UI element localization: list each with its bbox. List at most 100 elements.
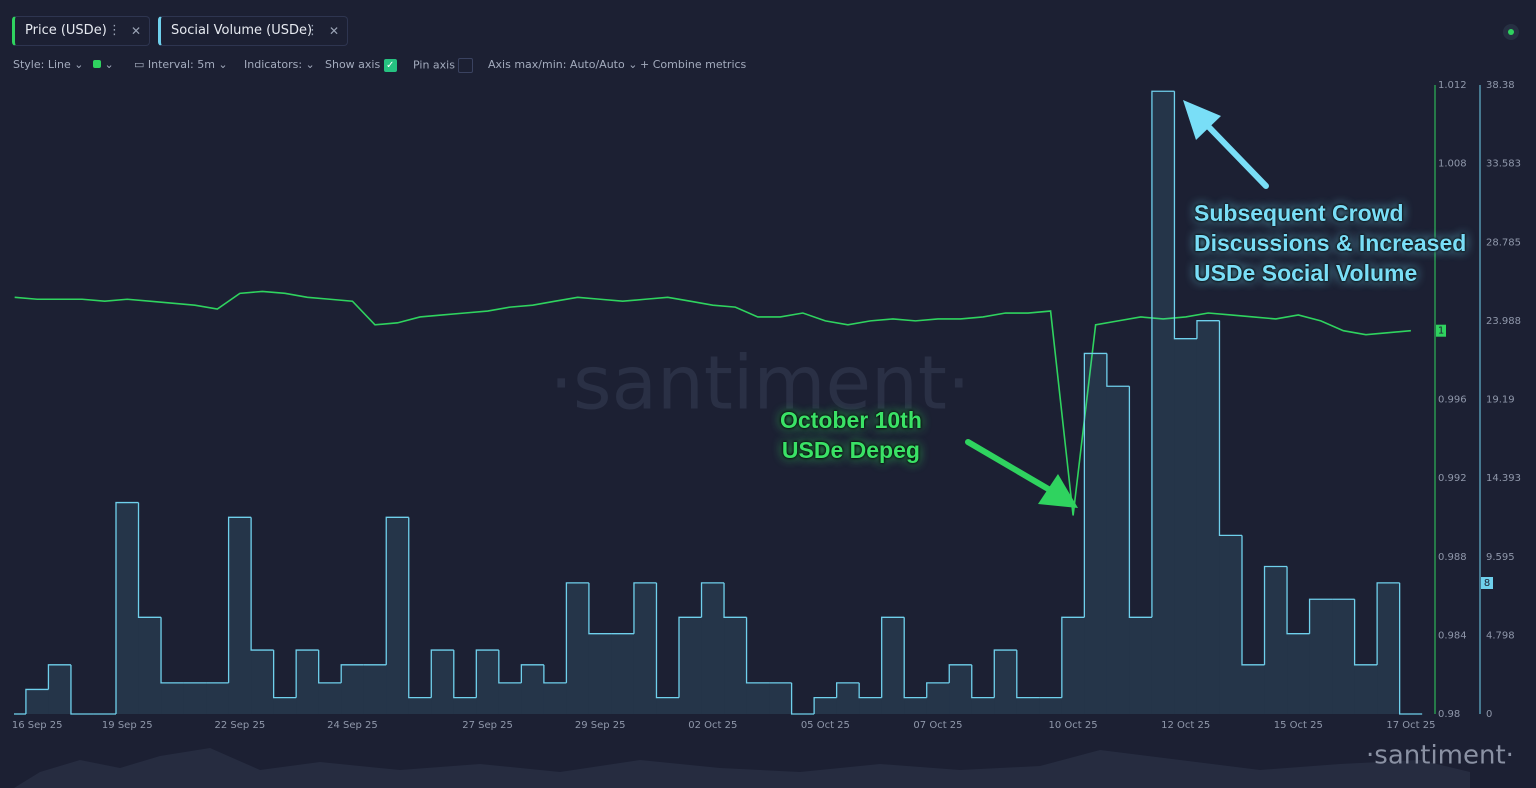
volume-step bbox=[588, 582, 612, 635]
volume-area bbox=[611, 633, 634, 714]
y2-tick-label: 19.19 bbox=[1486, 395, 1515, 406]
y2-tick-label: 9.595 bbox=[1486, 552, 1515, 563]
volume-area bbox=[1332, 599, 1355, 714]
interval-select[interactable]: ▭ Interval: 5m ⌄ bbox=[134, 58, 228, 71]
volume-area bbox=[521, 664, 544, 714]
volume-step bbox=[430, 649, 454, 698]
volume-area bbox=[273, 697, 297, 714]
y2-tick-label: 33.583 bbox=[1486, 159, 1521, 170]
y-tick-label: 0.988 bbox=[1438, 552, 1467, 563]
tab-menu[interactable]: ⋮ bbox=[108, 23, 121, 38]
volume-area bbox=[633, 582, 657, 714]
volume-step bbox=[295, 649, 319, 698]
tab-close[interactable]: ✕ bbox=[328, 24, 339, 38]
x-tick-label: 12 Oct 25 bbox=[1161, 720, 1210, 731]
annotation-line: USDe Depeg bbox=[781, 437, 920, 463]
pin-axis-toggle[interactable]: Pin axis bbox=[413, 58, 474, 73]
x-tick-label: 17 Oct 25 bbox=[1386, 720, 1435, 731]
indicators-select[interactable]: Indicators: ⌄ bbox=[244, 58, 315, 71]
volume-step bbox=[1128, 386, 1152, 618]
navigator-logo: ·santiment· bbox=[1366, 741, 1514, 771]
volume-step bbox=[47, 664, 71, 690]
volume-area bbox=[341, 664, 364, 714]
y-tick-label: 1.008 bbox=[1438, 159, 1467, 170]
volume-area bbox=[904, 697, 927, 714]
volume-step bbox=[272, 650, 297, 699]
y2-tick-label: 28.785 bbox=[1486, 237, 1521, 248]
watermark: ·santiment· bbox=[550, 341, 971, 427]
volume-step bbox=[633, 582, 657, 634]
status-button[interactable] bbox=[1503, 24, 1519, 40]
volume-step bbox=[790, 682, 815, 715]
color-select[interactable]: ⌄ bbox=[93, 58, 114, 71]
volume-area bbox=[25, 689, 49, 714]
volume-area bbox=[1039, 697, 1062, 714]
volume-step bbox=[813, 696, 837, 714]
volume-step bbox=[723, 582, 747, 618]
volume-area bbox=[363, 664, 387, 714]
volume-step bbox=[1398, 582, 1423, 715]
volume-step bbox=[250, 517, 274, 651]
volume-step bbox=[70, 664, 94, 715]
volume-step bbox=[835, 682, 860, 698]
axis-minmax-select[interactable]: Axis max/min: Auto/Auto ⌄ bbox=[488, 58, 638, 71]
volume-area bbox=[1016, 697, 1040, 714]
tab-close[interactable]: ✕ bbox=[130, 24, 141, 38]
volume-step bbox=[1083, 352, 1107, 618]
x-tick-label: 07 Oct 25 bbox=[913, 720, 962, 731]
metric-tab[interactable]: Social Volume (USDe) ⋮ ✕ bbox=[158, 16, 348, 46]
volume-step bbox=[115, 501, 139, 714]
volume-step bbox=[385, 516, 409, 665]
volume-step bbox=[1308, 598, 1333, 634]
volume-area bbox=[1129, 617, 1152, 714]
tab-label: Social Volume (USDe) bbox=[171, 23, 313, 38]
x-tick-label: 19 Sep 25 bbox=[102, 720, 153, 731]
x-tick-label: 10 Oct 25 bbox=[1049, 720, 1098, 731]
y-tick-label: 1.012 bbox=[1438, 80, 1467, 91]
volume-area bbox=[1151, 91, 1175, 714]
metric-tab[interactable]: Price (USDe) ⋮ ✕ bbox=[12, 16, 150, 46]
volume-area bbox=[1196, 320, 1220, 714]
volume-step bbox=[1286, 566, 1310, 635]
volume-area bbox=[679, 617, 702, 714]
volume-step bbox=[678, 616, 702, 698]
volume-step bbox=[565, 582, 589, 683]
volume-area bbox=[1264, 566, 1288, 714]
volume-area bbox=[1287, 633, 1310, 714]
volume-area bbox=[543, 682, 567, 714]
y-tick-label: 0.992 bbox=[1438, 473, 1467, 484]
annotation-line: Subsequent Crowd bbox=[1194, 200, 1404, 226]
volume-step bbox=[160, 617, 184, 684]
volume-step bbox=[1173, 91, 1197, 340]
combine-metrics-button[interactable]: + Combine metrics bbox=[640, 58, 747, 71]
volume-area bbox=[701, 582, 725, 714]
volume-step bbox=[948, 664, 972, 683]
volume-area bbox=[408, 697, 432, 714]
style-select[interactable]: Style: Line ⌄ bbox=[13, 58, 84, 71]
tab-menu[interactable]: ⋮ bbox=[306, 23, 319, 38]
volume-step bbox=[340, 664, 364, 683]
annotation-line: USDe Social Volume bbox=[1194, 260, 1418, 286]
volume-step bbox=[1061, 616, 1085, 698]
volume-step bbox=[318, 650, 342, 684]
label: Axis max/min: Auto/Auto bbox=[488, 58, 625, 71]
volume-area bbox=[971, 697, 995, 714]
volume-area bbox=[1219, 535, 1242, 714]
volume-step bbox=[1263, 565, 1288, 665]
volume-area bbox=[881, 617, 905, 714]
volume-step bbox=[700, 582, 725, 618]
x-tick-label: 02 Oct 25 bbox=[688, 720, 737, 731]
volume-step bbox=[903, 617, 927, 699]
last-value-label: 8 bbox=[1484, 578, 1490, 589]
show-axis-toggle[interactable]: Show axis ✓ bbox=[325, 58, 397, 72]
volume-area bbox=[116, 502, 139, 714]
volume-step bbox=[137, 502, 162, 618]
x-tick-label: 24 Sep 25 bbox=[327, 720, 378, 731]
volume-step bbox=[655, 582, 679, 699]
volume-area bbox=[1084, 353, 1107, 714]
volume-step bbox=[408, 517, 432, 699]
x-tick-label: 22 Sep 25 bbox=[215, 720, 266, 731]
volume-step bbox=[993, 649, 1017, 698]
